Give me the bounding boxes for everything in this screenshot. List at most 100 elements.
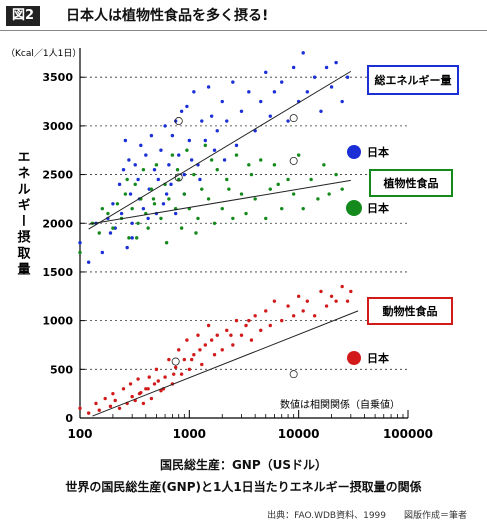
y-axis-label: エネルギー摂取量 <box>15 150 31 278</box>
grid-lines <box>80 76 408 370</box>
data-point-0 <box>128 192 133 196</box>
data-point-2 <box>259 328 263 333</box>
legend-label: 総エネルギー量 <box>375 73 452 87</box>
data-point-1 <box>151 197 156 201</box>
data-point-0 <box>305 90 310 94</box>
data-point-0 <box>130 236 134 240</box>
legend-box-0 <box>367 65 459 95</box>
japan-label: 日本 <box>367 201 389 215</box>
data-point-0 <box>200 119 204 123</box>
data-points <box>78 51 353 415</box>
data-point-0 <box>203 138 208 143</box>
legend-label: 動物性食品 <box>383 304 438 318</box>
data-point-1 <box>322 163 326 167</box>
data-point-1 <box>220 206 224 211</box>
axes: 0 500 1000 1500 2000 2500 3000 3500 100 1000 10000… <box>42 48 433 441</box>
figure-title: 日本人は植物性食品を多く摂る! <box>66 8 269 24</box>
data-point-0 <box>209 114 214 118</box>
data-point-2 <box>182 357 187 362</box>
data-point-2 <box>239 333 244 337</box>
data-point-2 <box>167 357 171 362</box>
data-point-0 <box>163 124 167 128</box>
x-tick-label: 100 <box>67 427 92 441</box>
data-point-2 <box>334 299 338 303</box>
data-point-0 <box>136 177 140 182</box>
japan-label: 日本 <box>367 145 389 159</box>
data-point-1 <box>123 192 128 196</box>
data-point-1 <box>133 182 137 187</box>
data-point-0 <box>212 148 217 152</box>
y-tick-label: 1500 <box>42 266 73 279</box>
data-point-1 <box>280 206 284 211</box>
data-point-2 <box>272 299 277 303</box>
y-tick-label: 0 <box>65 412 73 425</box>
source-note: 出典：FAO.WDB資料、1999 図版作成＝筆者 <box>267 511 467 521</box>
japan-marker-2 <box>347 351 361 365</box>
data-point-2 <box>113 398 117 403</box>
data-point-0 <box>133 163 137 167</box>
data-point-2 <box>94 401 98 406</box>
data-point-1 <box>152 202 157 206</box>
data-point-1 <box>146 226 150 230</box>
japan-marker-1 <box>346 200 362 216</box>
data-point-0 <box>264 70 268 75</box>
data-point-0 <box>144 153 148 157</box>
data-point-1 <box>244 211 248 216</box>
data-point-1 <box>106 211 110 216</box>
data-point-0 <box>272 90 277 94</box>
data-point-2 <box>200 362 204 367</box>
data-point-2 <box>78 406 82 410</box>
data-point-1 <box>340 187 344 191</box>
legend-box-2 <box>367 297 453 325</box>
data-point-0 <box>234 143 239 148</box>
data-point-1 <box>200 187 204 191</box>
data-point-2 <box>108 404 113 409</box>
data-point-2 <box>149 396 154 401</box>
data-point-1 <box>327 192 331 196</box>
data-point-2 <box>212 353 217 357</box>
data-point-2 <box>324 304 329 308</box>
data-point-1 <box>177 177 181 182</box>
data-point-2 <box>301 309 305 313</box>
data-point-2 <box>209 338 214 342</box>
data-point-1 <box>286 177 290 182</box>
data-point-2 <box>189 357 194 362</box>
data-point-2 <box>111 391 115 396</box>
data-point-0 <box>130 221 134 225</box>
data-point-2 <box>253 314 257 318</box>
data-point-2 <box>349 289 353 294</box>
data-point-1 <box>247 163 251 167</box>
data-point-0 <box>173 211 178 216</box>
data-point-1 <box>159 216 163 221</box>
data-point-0 <box>100 250 105 255</box>
data-point-1 <box>179 226 184 230</box>
data-point-0 <box>220 99 224 104</box>
data-point-0 <box>127 158 131 162</box>
data-point-2 <box>147 375 151 379</box>
trend-line-2 <box>92 310 359 417</box>
data-point-2 <box>286 304 290 308</box>
data-point-1 <box>231 216 235 221</box>
data-point-1 <box>196 216 200 221</box>
data-point-2 <box>159 389 163 393</box>
data-point-0 <box>187 138 192 143</box>
data-point-2 <box>268 323 272 328</box>
x-tick-label: 10000 <box>278 427 320 441</box>
y-tick-label: 3500 <box>42 71 73 84</box>
data-point-1 <box>167 197 171 201</box>
data-point-0 <box>117 182 122 187</box>
y-tick-label: 1000 <box>42 315 73 328</box>
data-point-0 <box>108 231 113 235</box>
data-point-0 <box>192 90 196 94</box>
data-point-0 <box>324 65 329 70</box>
data-point-2 <box>225 328 229 333</box>
data-point-2 <box>136 377 140 381</box>
y-unit-label: （Kcal／1人1日） <box>6 48 81 59</box>
data-point-1 <box>209 158 214 162</box>
data-point-0 <box>139 143 143 148</box>
data-point-0 <box>291 65 296 70</box>
data-point-2 <box>146 387 150 391</box>
data-point-0 <box>329 85 334 89</box>
data-point-0 <box>345 75 350 79</box>
circled-point <box>171 357 180 366</box>
